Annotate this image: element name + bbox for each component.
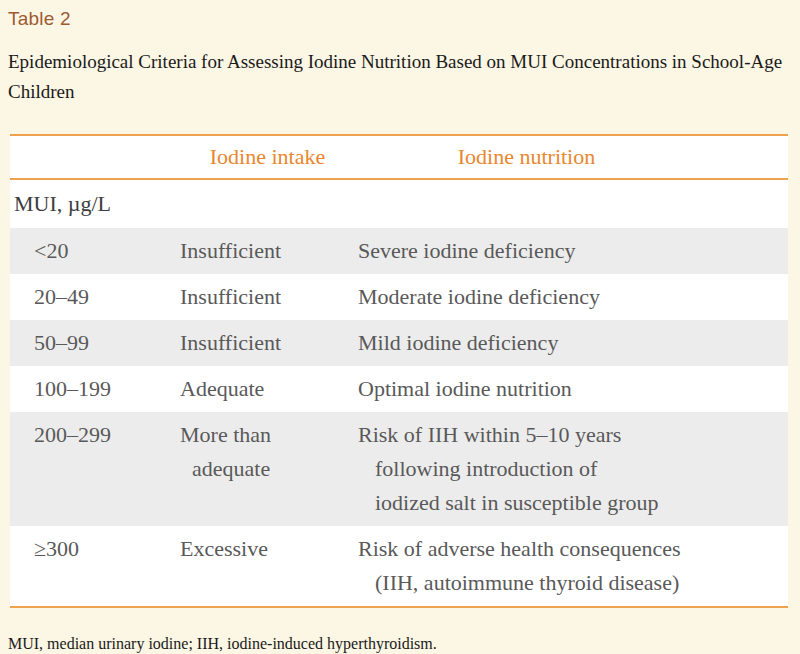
column-header-iodine-intake: Iodine intake	[180, 144, 355, 170]
mui-cell: 20–49	[10, 280, 180, 314]
intake-line: More than	[180, 418, 355, 452]
table-row-200-299: 200–299 More than adequate Risk of IIH w…	[10, 412, 788, 526]
iodine-criteria-table: Iodine intake Iodine nutrition MUI, µg/L…	[10, 134, 788, 608]
intake-cell: Insufficient	[180, 326, 355, 360]
column-header-iodine-nutrition: Iodine nutrition	[355, 144, 788, 170]
table-header-row: Iodine intake Iodine nutrition	[10, 136, 788, 180]
intake-cell: More than adequate	[180, 418, 355, 520]
table-caption: Epidemiological Criteria for Assessing I…	[8, 47, 790, 107]
table-row-gte300: ≥300 Excessive Risk of adverse health co…	[10, 526, 788, 606]
mui-cell: 200–299	[10, 418, 180, 520]
nutrition-cell: Severe iodine deficiency	[355, 234, 788, 268]
mui-cell: ≥300	[10, 532, 180, 600]
article-page: Table 2 Epidemiological Criteria for Ass…	[0, 0, 800, 653]
nutrition-line: Risk of adverse health consequences	[358, 532, 784, 566]
table-row-20-49: 20–49 Insufficient Moderate iodine defic…	[10, 274, 788, 320]
intake-cell: Adequate	[180, 372, 355, 406]
nutrition-line: iodized salt in susceptible group	[358, 486, 784, 520]
nutrition-cell: Optimal iodine nutrition	[355, 372, 788, 406]
table-row-lt20: <20 Insufficient Severe iodine deficienc…	[10, 228, 788, 274]
nutrition-cell: Risk of adverse health consequences (IIH…	[355, 532, 788, 600]
table-row-100-199: 100–199 Adequate Optimal iodine nutritio…	[10, 366, 788, 412]
nutrition-line: Risk of IIH within 5–10 years	[358, 418, 784, 452]
nutrition-cell: Mild iodine deficiency	[355, 326, 788, 360]
nutrition-line: following introduction of	[358, 452, 784, 486]
mui-cell: 100–199	[10, 372, 180, 406]
intake-cell: Insufficient	[180, 234, 355, 268]
table-row-50-99: 50–99 Insufficient Mild iodine deficienc…	[10, 320, 788, 366]
intake-cell: Excessive	[180, 532, 355, 600]
nutrition-cell: Risk of IIH within 5–10 years following …	[355, 418, 788, 520]
mui-cell: 50–99	[10, 326, 180, 360]
intake-line: adequate	[180, 452, 355, 486]
mui-cell: <20	[10, 234, 180, 268]
unit-label: MUI, µg/L	[10, 191, 788, 217]
intake-cell: Insufficient	[180, 280, 355, 314]
table-number-label: Table 2	[8, 8, 790, 30]
table-unit-row: MUI, µg/L	[10, 180, 788, 228]
nutrition-line: (IIH, autoimmune thyroid disease)	[358, 566, 784, 600]
nutrition-cell: Moderate iodine deficiency	[355, 280, 788, 314]
table-footnote: MUI, median urinary iodine; IIH, iodine-…	[8, 635, 790, 653]
